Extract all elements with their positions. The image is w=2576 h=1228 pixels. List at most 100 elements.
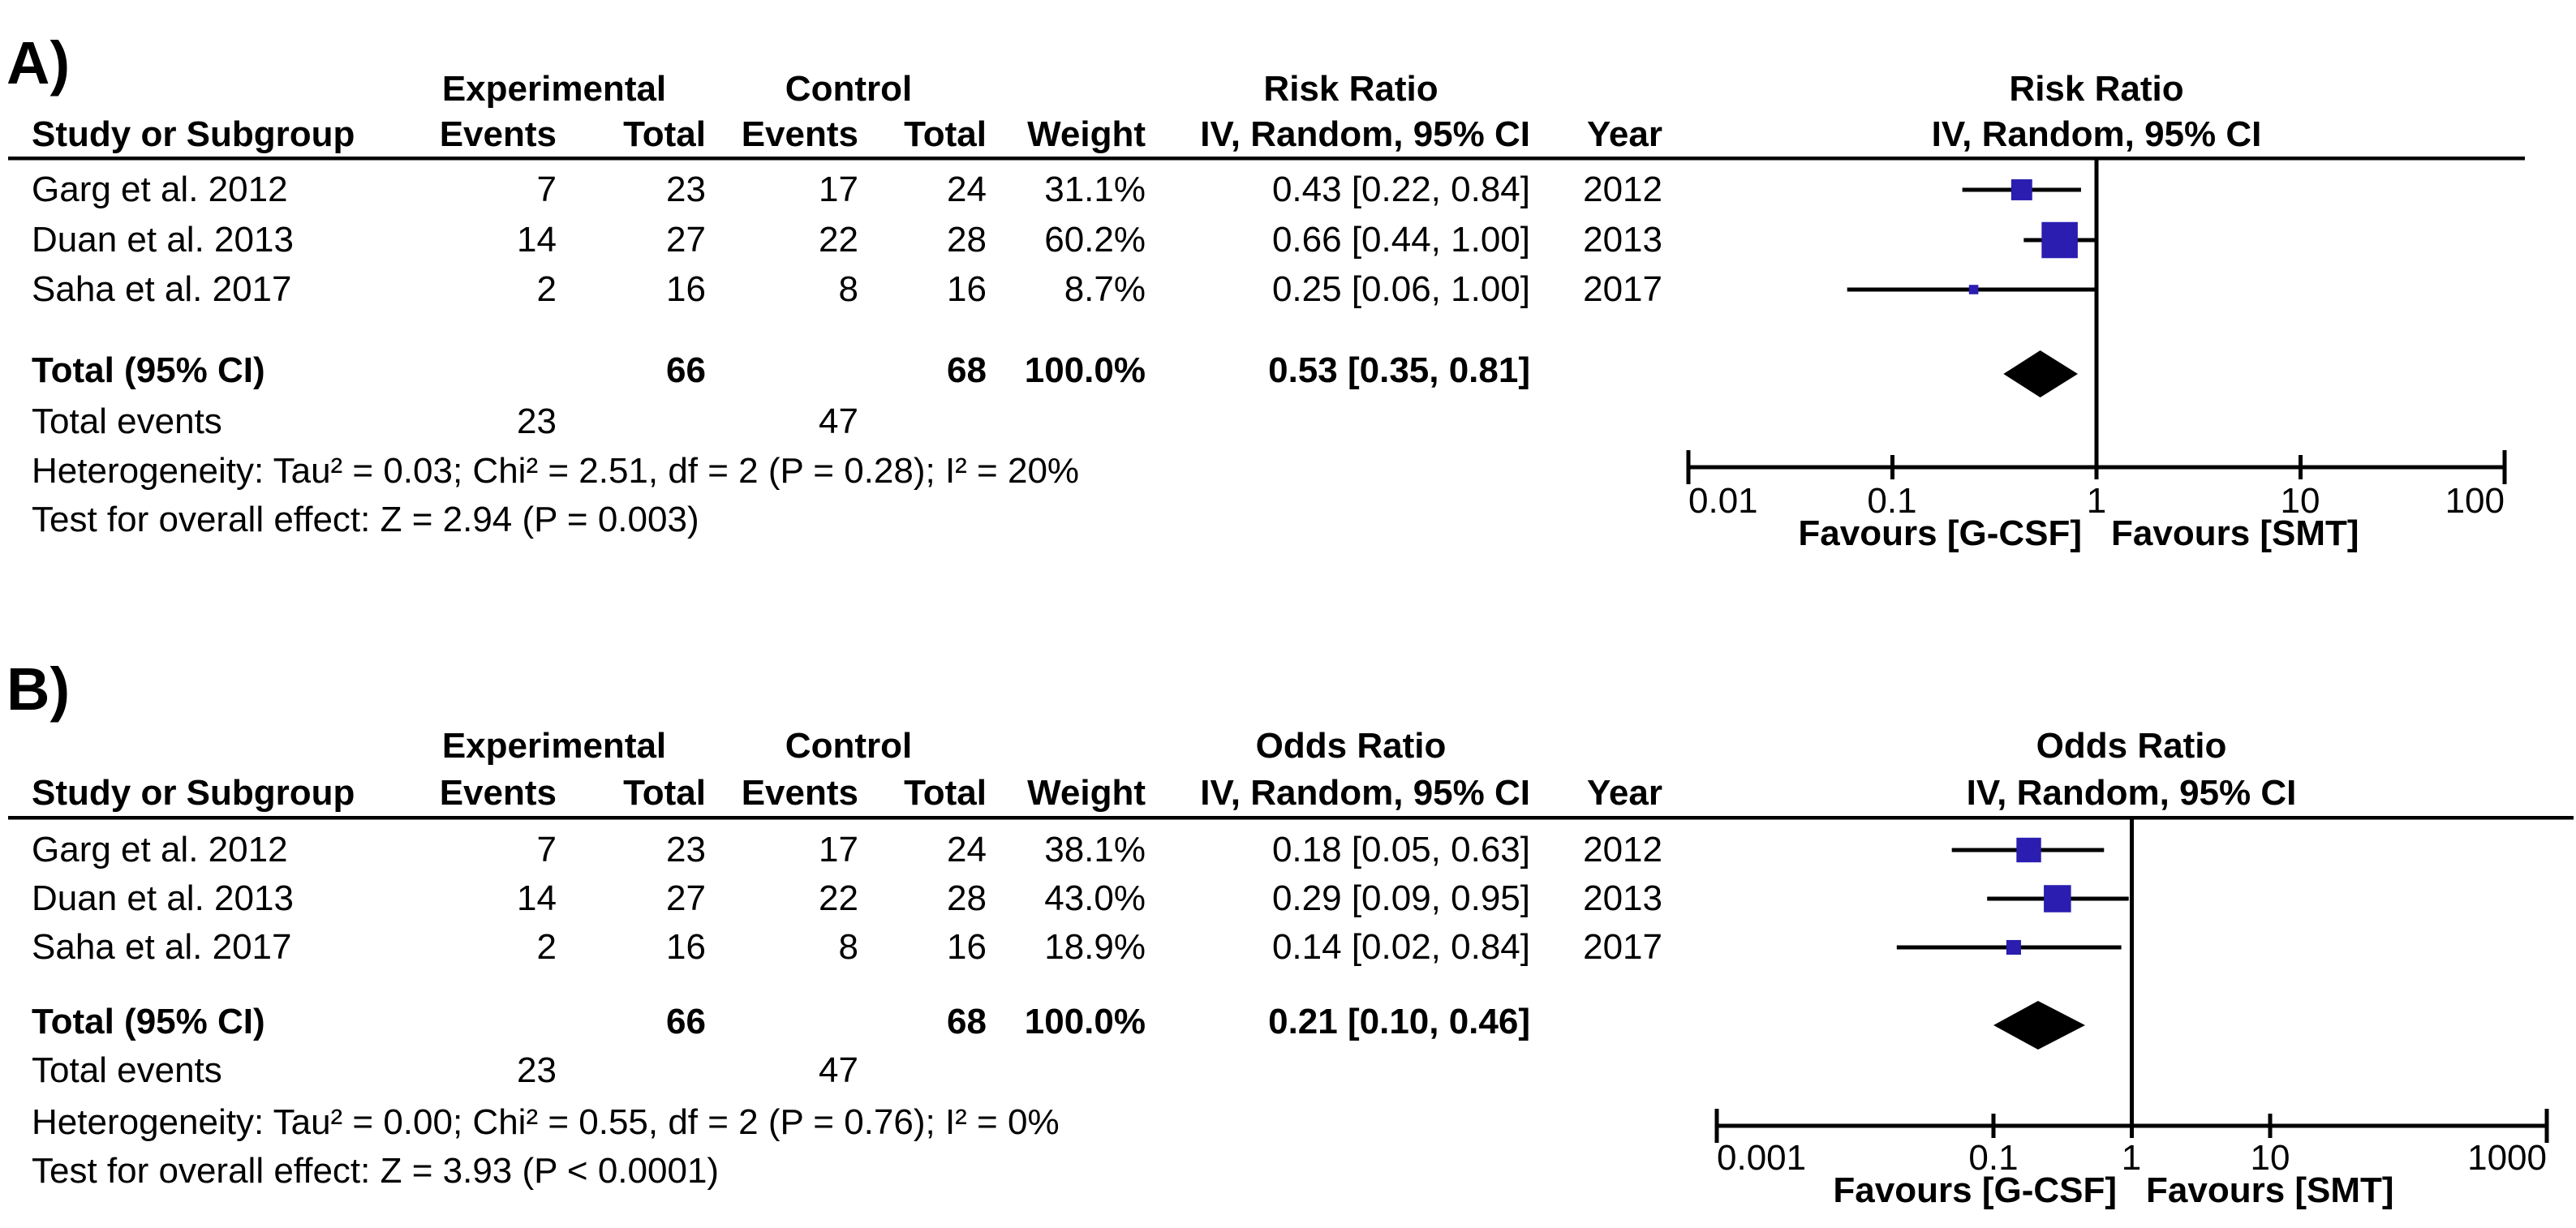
weight-square <box>1968 285 1979 294</box>
events-exp: 14 <box>517 219 557 260</box>
ci-text: 0.43 [0.22, 0.84] <box>1271 169 1530 209</box>
effect-column-title: Risk Ratio <box>1263 68 1439 109</box>
weight: 60.2% <box>1044 219 1146 260</box>
x-tick-label: 10 <box>2280 480 2320 521</box>
events-ctl: 22 <box>819 219 858 260</box>
x-tick-label: 0.1 <box>1968 1137 2019 1178</box>
favours-right-label: Favours [SMT] <box>2111 513 2359 553</box>
total-exp: 23 <box>666 169 706 209</box>
total-exp: 27 <box>666 219 706 260</box>
total-weight: 100.0% <box>1024 350 1146 390</box>
favours-left-label: Favours [G-CSF] <box>1833 1170 2117 1210</box>
weight-square <box>2016 837 2041 863</box>
total-ctl: 16 <box>947 926 987 967</box>
total-ci-text: 0.53 [0.35, 0.81] <box>1268 350 1530 390</box>
total-ctl: 28 <box>947 878 987 918</box>
header-rule <box>8 157 2525 161</box>
column-header-study: Study or Subgroup <box>32 114 355 154</box>
total-events-exp: 23 <box>517 401 557 441</box>
column-header-year: Year <box>1587 772 1662 813</box>
total-events-label: Total events <box>32 401 222 441</box>
total-exp: 27 <box>666 878 706 918</box>
weight: 31.1% <box>1044 169 1146 209</box>
header-rule <box>8 816 2574 820</box>
total-row-label: Total (95% CI) <box>32 1001 265 1041</box>
ci-text: 0.14 [0.02, 0.84] <box>1271 926 1530 967</box>
column-header-year: Year <box>1587 114 1662 154</box>
total-ctl-sum: 68 <box>947 1001 987 1041</box>
year: 2012 <box>1583 169 1662 209</box>
x-tick-label: 1000 <box>2467 1137 2547 1178</box>
pooled-diamond <box>1993 1001 2086 1050</box>
x-tick-mark <box>1890 455 1894 479</box>
ci-line <box>2023 238 2096 243</box>
column-header-total-ctl: Total <box>904 772 987 813</box>
x-tick-label: 100 <box>2445 480 2505 521</box>
total-events-label: Total events <box>32 1050 222 1090</box>
group-header-control: Control <box>785 725 913 766</box>
total-row-label: Total (95% CI) <box>32 350 265 390</box>
column-header-study: Study or Subgroup <box>32 772 355 813</box>
column-header-weight: Weight <box>1027 772 1146 813</box>
study-name: Garg et al. 2012 <box>32 829 288 869</box>
total-ctl-sum: 68 <box>947 350 987 390</box>
column-header-events-exp: Events <box>439 114 557 154</box>
ci-line <box>1951 848 2105 852</box>
panel-b-label: B) <box>6 655 71 723</box>
total-ctl: 16 <box>947 268 987 309</box>
x-tick-mark <box>1686 450 1691 484</box>
total-exp: 16 <box>666 926 706 967</box>
overall-effect-text: Test for overall effect: Z = 2.94 (P = 0… <box>32 499 699 539</box>
total-ctl: 28 <box>947 219 987 260</box>
total-ctl: 24 <box>947 829 987 869</box>
total-events-ctl: 47 <box>819 401 858 441</box>
x-tick-mark <box>2299 455 2303 479</box>
year: 2017 <box>1583 926 1662 967</box>
weight-square <box>2041 221 2078 259</box>
year: 2013 <box>1583 219 1662 260</box>
x-tick-label: 0.001 <box>1717 1137 1807 1178</box>
ci-line <box>1847 287 2096 292</box>
total-ctl: 24 <box>947 169 987 209</box>
column-header-weight: Weight <box>1027 114 1146 154</box>
plot-title: Risk Ratio <box>2009 68 2184 109</box>
weight: 18.9% <box>1044 926 1146 967</box>
total-exp: 16 <box>666 268 706 309</box>
column-header-total-ctl: Total <box>904 114 987 154</box>
study-name: Duan et al. 2013 <box>32 219 294 260</box>
x-tick-label: 1 <box>2086 480 2107 521</box>
ci-text: 0.66 [0.44, 1.00] <box>1271 219 1530 260</box>
events-ctl: 17 <box>819 829 858 869</box>
total-exp-sum: 66 <box>666 350 706 390</box>
column-header-ci: IV, Random, 95% CI <box>1200 772 1530 813</box>
study-name: Garg et al. 2012 <box>32 169 288 209</box>
x-tick-mark <box>2502 450 2507 484</box>
x-axis-line <box>1714 1123 2549 1128</box>
plot-subtitle: IV, Random, 95% CI <box>1966 772 2297 813</box>
plot-subtitle: IV, Random, 95% CI <box>1931 114 2262 154</box>
weight-square <box>2044 885 2071 912</box>
group-header-experimental: Experimental <box>441 68 667 109</box>
favours-left-label: Favours [G-CSF] <box>1798 513 2082 553</box>
pooled-diamond <box>2003 350 2078 397</box>
events-ctl: 17 <box>819 169 858 209</box>
weight-square <box>2006 939 2021 955</box>
year: 2012 <box>1583 829 1662 869</box>
weight: 8.7% <box>1064 268 1146 309</box>
group-header-experimental: Experimental <box>441 725 667 766</box>
column-header-total-exp: Total <box>623 772 706 813</box>
x-tick-mark <box>2130 1114 2134 1138</box>
ci-line <box>1896 945 2122 950</box>
study-name: Duan et al. 2013 <box>32 878 294 918</box>
x-tick-mark <box>2268 1114 2273 1138</box>
events-exp: 7 <box>536 169 557 209</box>
overall-effect-text: Test for overall effect: Z = 3.93 (P < 0… <box>32 1150 720 1191</box>
null-effect-line <box>2094 158 2099 467</box>
x-tick-label: 0.01 <box>1688 480 1758 521</box>
column-header-events-exp: Events <box>439 772 557 813</box>
events-exp: 2 <box>536 268 557 309</box>
null-effect-line <box>2130 818 2134 1126</box>
ci-text: 0.29 [0.09, 0.95] <box>1271 878 1530 918</box>
x-axis-line <box>1686 465 2507 470</box>
